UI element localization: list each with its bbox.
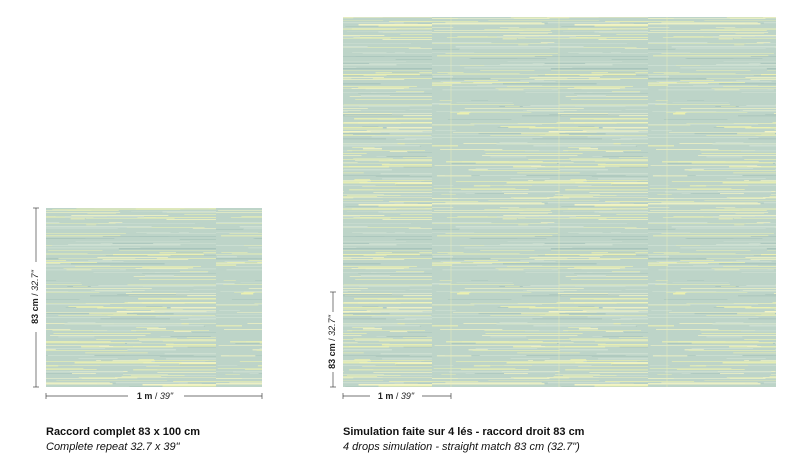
caption-en: Complete repeat 32.7 x 39" <box>46 441 180 453</box>
caption-fr: Simulation faite sur 4 lés - raccord dro… <box>343 426 585 438</box>
width-label: 1 m / 39" <box>378 391 415 401</box>
imperial: 32.7" <box>30 269 40 291</box>
dimension-lines <box>33 207 452 399</box>
caption-en: 4 drops simulation - straight match 83 c… <box>343 441 580 453</box>
imperial: 39" <box>160 391 174 401</box>
sep: / <box>155 391 158 401</box>
metric: 1 m <box>378 391 394 401</box>
repeat-caption: Raccord complet 83 x 100 cm Complete rep… <box>46 425 200 455</box>
repeat-swatch <box>46 208 262 387</box>
imperial: 32.7" <box>327 314 337 336</box>
drop-seams <box>450 17 668 387</box>
metric: 83 cm <box>327 343 337 369</box>
height-label: 83 cm / 32.7" <box>30 269 40 324</box>
metric: 83 cm <box>30 298 40 324</box>
caption-fr: Raccord complet 83 x 100 cm <box>46 426 201 438</box>
sep: / <box>396 391 399 401</box>
width-label: 1 m / 39" <box>137 391 174 401</box>
imperial: 39" <box>401 391 415 401</box>
metric: 1 m <box>137 391 153 401</box>
simulation-caption: Simulation faite sur 4 lés - raccord dro… <box>343 425 584 455</box>
height-label: 83 cm / 32.7" <box>327 314 337 369</box>
sep: / <box>327 338 337 341</box>
sep: / <box>30 293 40 296</box>
